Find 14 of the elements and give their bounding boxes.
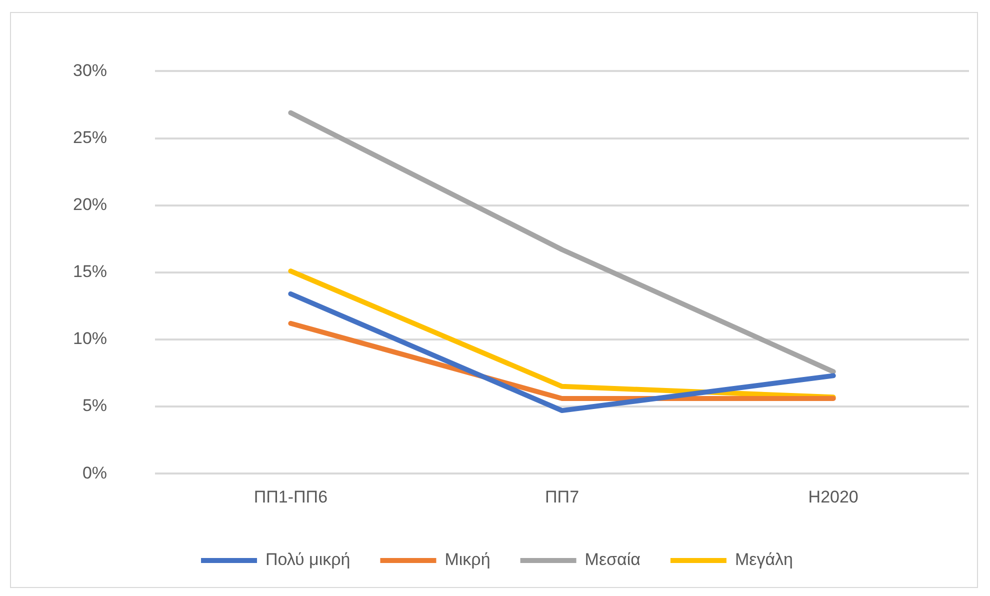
y-tick-label: 0% (82, 463, 108, 482)
y-tick-label: 15% (72, 262, 108, 282)
legend-label: Πολύ μικρή (266, 550, 350, 570)
x-tick-label: ΠΠ1-ΠΠ6 (254, 487, 328, 506)
y-tick-label: 25% (72, 128, 108, 147)
y-tick-label: 5% (82, 396, 108, 416)
x-tick-label: H2020 (808, 487, 858, 506)
legend-label: Μεσαία (584, 550, 641, 570)
x-tick-label: ΠΠ7 (545, 487, 580, 506)
y-tick-label: 20% (72, 195, 108, 214)
y-tick-label: 30% (72, 60, 108, 80)
legend-label: Μεγάλη (734, 550, 793, 570)
legend-label: Μικρή (444, 550, 490, 570)
y-tick-label: 10% (72, 329, 108, 348)
